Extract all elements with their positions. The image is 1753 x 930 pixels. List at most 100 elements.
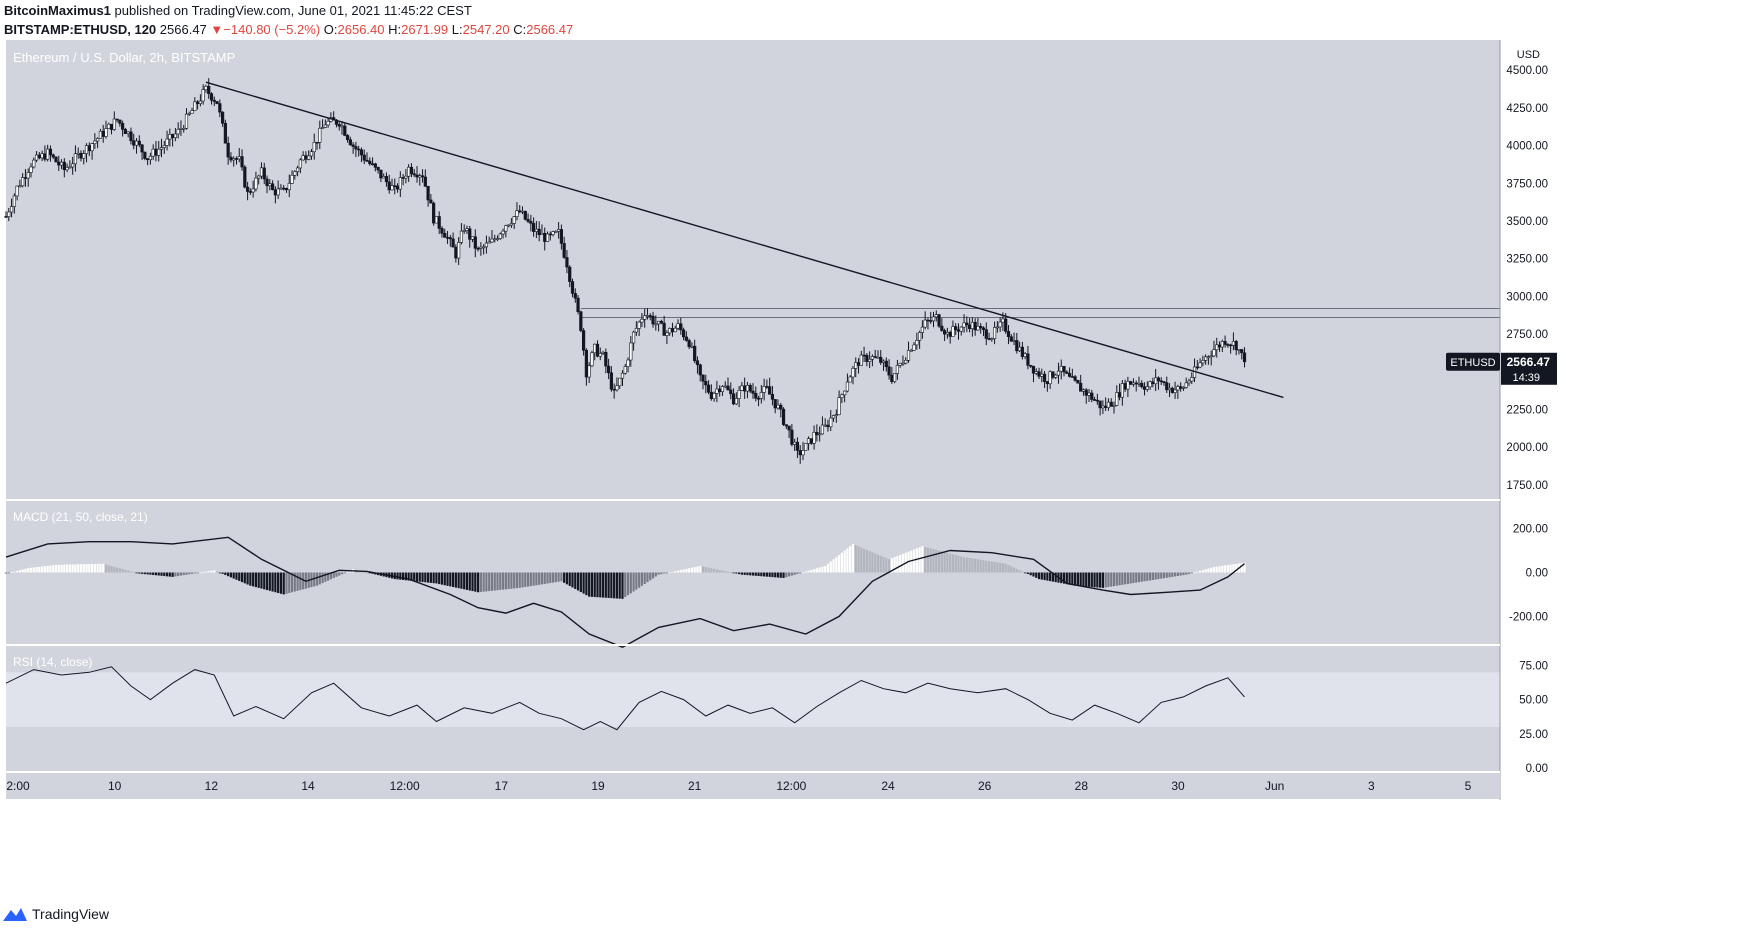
macd-histogram-bar xyxy=(1187,572,1191,574)
candle-body xyxy=(781,408,786,425)
price-axis-label: 3250.00 xyxy=(1506,254,1548,266)
candle-body xyxy=(351,144,355,147)
candle-body xyxy=(1087,392,1091,396)
macd-histogram-bar xyxy=(910,550,913,573)
candle-body xyxy=(1062,365,1066,373)
macd-histogram-bar xyxy=(1168,572,1171,578)
macd-histogram-bar xyxy=(763,572,766,577)
macd-histogram-bar xyxy=(721,570,724,573)
candle-body xyxy=(723,385,727,388)
macd-histogram-bar xyxy=(279,572,283,594)
candle-body xyxy=(1037,371,1041,377)
macd-histogram-bar xyxy=(638,572,641,588)
macd-histogram-bar xyxy=(624,572,627,598)
candle-body xyxy=(557,229,561,232)
macd-histogram-bar xyxy=(185,572,188,575)
candle-body xyxy=(962,322,966,328)
macd-histogram-bar xyxy=(746,572,749,576)
macd-histogram-bar xyxy=(1099,572,1102,588)
macd-histogram-bar xyxy=(1160,572,1163,579)
candle-body xyxy=(890,374,894,383)
macd-histogram-bar xyxy=(1051,572,1055,582)
macd-histogram-bar xyxy=(157,572,160,576)
macd-histogram-bar xyxy=(843,550,846,573)
candle-body xyxy=(976,325,980,331)
macd-histogram-bar xyxy=(513,572,516,589)
candle-body xyxy=(734,398,738,405)
candle-body xyxy=(1001,318,1005,323)
candle-body xyxy=(709,391,713,399)
macd-histogram-bar xyxy=(890,558,893,573)
macd-histogram-bar xyxy=(1090,572,1093,587)
macd-histogram-bar xyxy=(932,549,935,573)
macd-histogram-bar xyxy=(821,566,824,573)
candle-body xyxy=(423,176,427,187)
macd-histogram-bar xyxy=(613,572,616,599)
macd-histogram-bar xyxy=(343,572,346,574)
macd-histogram-bar xyxy=(837,554,841,573)
candle-body xyxy=(1242,352,1247,363)
candle-body xyxy=(1056,370,1061,376)
candle-body xyxy=(443,232,447,238)
candle-body xyxy=(654,323,658,326)
candle-body xyxy=(579,311,583,331)
macd-histogram-bar xyxy=(213,570,216,573)
candle-body xyxy=(112,118,116,130)
candle-body xyxy=(154,148,158,156)
macd-histogram-bar xyxy=(854,545,857,573)
candle-body xyxy=(1151,381,1155,385)
macd-histogram-bar xyxy=(88,564,91,573)
candle-body xyxy=(887,366,891,376)
candle-body xyxy=(265,178,269,187)
time-axis-label: 10 xyxy=(108,779,122,793)
tradingview-brand[interactable]: TradingView xyxy=(2,902,109,926)
axes[interactable]: 4500.00 4250.00 4000.00 3750.00 3500.00 3250.… xyxy=(6,40,1753,800)
candle-body xyxy=(151,148,155,157)
candle-body xyxy=(570,281,575,294)
macd-histogram-bar xyxy=(557,572,560,582)
candle-body xyxy=(520,210,525,213)
candle-body xyxy=(345,135,350,140)
candle-body xyxy=(598,353,602,357)
candle-body xyxy=(1034,371,1038,374)
macd-histogram-bar xyxy=(754,572,757,576)
macd-histogram-bar xyxy=(832,559,835,573)
candle-body xyxy=(584,349,588,378)
macd-histogram-bar xyxy=(943,551,946,573)
candle-body xyxy=(71,163,75,168)
macd-histogram-bar xyxy=(915,548,918,573)
candle-body xyxy=(904,359,908,364)
candle-body xyxy=(40,153,44,159)
macd-histogram-bar xyxy=(965,557,968,573)
candle-body xyxy=(1226,344,1230,346)
candle-body xyxy=(1012,340,1016,342)
macd-histogram-bar xyxy=(679,570,682,573)
macd-histogram-bar xyxy=(476,572,480,593)
macd-histogram-bar xyxy=(1076,572,1080,586)
macd-histogram-bar xyxy=(429,572,432,583)
descending-trendline[interactable] xyxy=(205,81,1284,399)
candle-body xyxy=(1234,340,1238,350)
candle-body xyxy=(29,166,33,173)
macd-histogram-bar xyxy=(232,572,235,579)
macd-histogram-bar xyxy=(1101,572,1104,588)
macd-histogram-bar xyxy=(532,572,535,586)
candle-body xyxy=(279,187,283,190)
candle-body xyxy=(368,160,372,165)
price-pane[interactable] xyxy=(6,40,1500,500)
candle-body xyxy=(93,140,97,144)
macd-histogram-bar xyxy=(540,572,544,585)
candle-body xyxy=(582,330,586,351)
macd-histogram-bar xyxy=(1173,572,1177,577)
candle-body xyxy=(134,140,139,146)
macd-histogram-bar xyxy=(207,571,210,573)
candle-body xyxy=(1051,371,1055,378)
macd-histogram-bar xyxy=(626,572,630,596)
close-value: 2566.47 xyxy=(526,22,574,37)
macd-histogram-bar xyxy=(468,572,471,591)
macd-histogram-bar xyxy=(849,546,852,573)
author-name[interactable]: BitcoinMaximus1 xyxy=(4,3,111,18)
macd-histogram-bar xyxy=(463,572,466,590)
publish-info: BitcoinMaximus1 published on TradingView… xyxy=(4,3,472,18)
